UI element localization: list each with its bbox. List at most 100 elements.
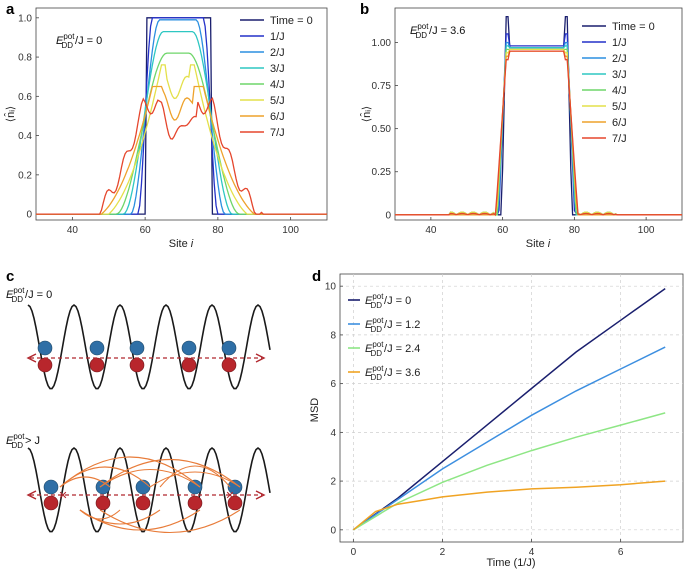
lattice-potential-bottom xyxy=(27,446,271,533)
series-line-4 xyxy=(395,48,682,216)
panel-d-frame xyxy=(339,273,684,543)
x-tick-label: 100 xyxy=(638,225,655,236)
panel-a-frame xyxy=(35,7,328,221)
legend-label: 1/J xyxy=(270,31,285,43)
y-tick-label: 0 xyxy=(330,525,336,536)
red-atom xyxy=(43,495,59,511)
panel-b-legend: Time = 0 1/J 2/J 3/J 4/J 5/J 6/J 7/J xyxy=(582,21,655,145)
exchange-arc xyxy=(159,465,231,488)
red-atom xyxy=(129,357,145,373)
legend-label: 5/J xyxy=(612,101,627,113)
y-tick-label: 2 xyxy=(330,477,336,488)
panel-a-xlabel: Site i xyxy=(169,238,194,250)
x-tick-label: 80 xyxy=(569,225,581,236)
msd-line-3 xyxy=(352,480,666,531)
exchange-arc xyxy=(149,471,241,488)
exchange-arc xyxy=(99,469,201,488)
panel-b-ylabel: ⟨n̂ᵢ⟩ xyxy=(359,106,373,122)
red-atom xyxy=(95,495,111,511)
legend-label: 6/J xyxy=(270,111,285,123)
legend-label: 1/J xyxy=(612,37,627,49)
legend-label: Epot DD/J = 2.4 xyxy=(365,340,420,358)
legend-label: Epot DD/J = 0 xyxy=(365,292,411,310)
red-atom xyxy=(227,495,243,511)
panel-a-ylabel: ⟨n̂ᵢ⟩ xyxy=(3,106,17,122)
blue-atom xyxy=(181,340,197,356)
legend-label: Time = 0 xyxy=(612,21,655,33)
x-tick-label: 4 xyxy=(529,547,535,558)
exchange-arc xyxy=(59,476,111,488)
legend-label: 7/J xyxy=(270,127,285,139)
panel-d-legend: Epot DD/J = 0 Epot DD/J = 1.2 Epot DD/J = 2.4… xyxy=(348,292,420,382)
red-atom xyxy=(135,495,151,511)
x-tick-label: 0 xyxy=(351,547,357,558)
y-tick-label: 1.0 xyxy=(18,13,32,24)
msd-line-2 xyxy=(353,412,666,531)
red-atom xyxy=(221,357,237,373)
red-atom xyxy=(37,357,53,373)
atoms-top xyxy=(37,340,237,373)
panel-b-annotation: Epot DD/J = 3.6 xyxy=(410,22,465,40)
legend-label: 5/J xyxy=(270,95,285,107)
series-line-7 xyxy=(36,97,327,215)
red-atom xyxy=(187,495,203,511)
lattice-potential-top xyxy=(27,303,271,390)
y-tick-label: 0 xyxy=(385,210,391,221)
blue-atom xyxy=(227,479,243,495)
legend-label: 6/J xyxy=(612,117,627,129)
panel-a-annotation: Epot DD/J = 0 xyxy=(56,32,102,50)
panel-c-diagram: Epot DD/J = 0 Epot DD > J ✕ ✕ xyxy=(6,286,271,533)
y-tick-label: 0.50 xyxy=(372,124,392,135)
legend-label: 2/J xyxy=(612,53,627,65)
panel-d-xlabel: Time (1/J) xyxy=(486,557,535,569)
blue-atom xyxy=(187,479,203,495)
legend-label: 3/J xyxy=(270,63,285,75)
legend-label: 4/J xyxy=(270,79,285,91)
panel-c-top-label: Epot DD/J = 0 xyxy=(6,286,52,304)
legend-label: Time = 0 xyxy=(270,15,313,27)
panel-b-xlabel: Site i xyxy=(526,238,551,250)
x-tick-label: 2 xyxy=(440,547,446,558)
panel-a-chart: 00.20.40.60.81.0 40 60 80 100 Epot DD/J = 0 … xyxy=(3,7,328,250)
arrow-left-top xyxy=(26,353,37,363)
x-tick-label: 40 xyxy=(425,225,437,236)
x-tick-label: 60 xyxy=(497,225,509,236)
legend-label: Epot DD/J = 3.6 xyxy=(365,364,420,382)
panel-label-c: c xyxy=(6,268,14,285)
y-tick-label: 8 xyxy=(330,330,336,341)
panel-b-frame xyxy=(394,7,683,221)
blue-atom xyxy=(135,479,151,495)
blue-atom xyxy=(37,340,53,356)
exchange-arc xyxy=(59,456,201,488)
x-tick-label: 40 xyxy=(67,225,79,236)
panel-label-b: b xyxy=(360,1,369,18)
y-tick-label: 0.25 xyxy=(372,167,392,178)
blue-atom xyxy=(221,340,237,356)
legend-label: 3/J xyxy=(612,69,627,81)
panel-d-ylabel: MSD xyxy=(309,398,321,423)
blocked-mark-left: ✕ xyxy=(58,490,67,502)
y-tick-label: 0.2 xyxy=(18,170,32,181)
exchange-arc xyxy=(99,509,241,533)
x-tick-label: 6 xyxy=(618,547,624,558)
arrow-right-bottom xyxy=(255,490,266,500)
blue-atom xyxy=(129,340,145,356)
y-tick-label: 10 xyxy=(325,282,337,293)
x-tick-label: 80 xyxy=(212,225,224,236)
y-tick-label: 1.00 xyxy=(372,38,392,49)
panel-a-legend: Time = 0 1/J 2/J 3/J 4/J 5/J 6/J 7/J xyxy=(240,15,313,139)
msd-line-0 xyxy=(352,287,666,531)
red-atom xyxy=(89,357,105,373)
legend-label: Epot DD/J = 1.2 xyxy=(365,316,420,334)
x-tick-label: 60 xyxy=(140,225,152,236)
panel-label-d: d xyxy=(312,268,321,285)
y-tick-label: 0.4 xyxy=(18,131,32,142)
series-line-3 xyxy=(395,45,682,216)
arrow-right-top xyxy=(255,353,266,363)
dipolar-exchange-arrows xyxy=(59,456,241,533)
blue-atom xyxy=(43,479,59,495)
panel-label-a: a xyxy=(6,1,15,18)
exchange-arc xyxy=(99,459,241,488)
